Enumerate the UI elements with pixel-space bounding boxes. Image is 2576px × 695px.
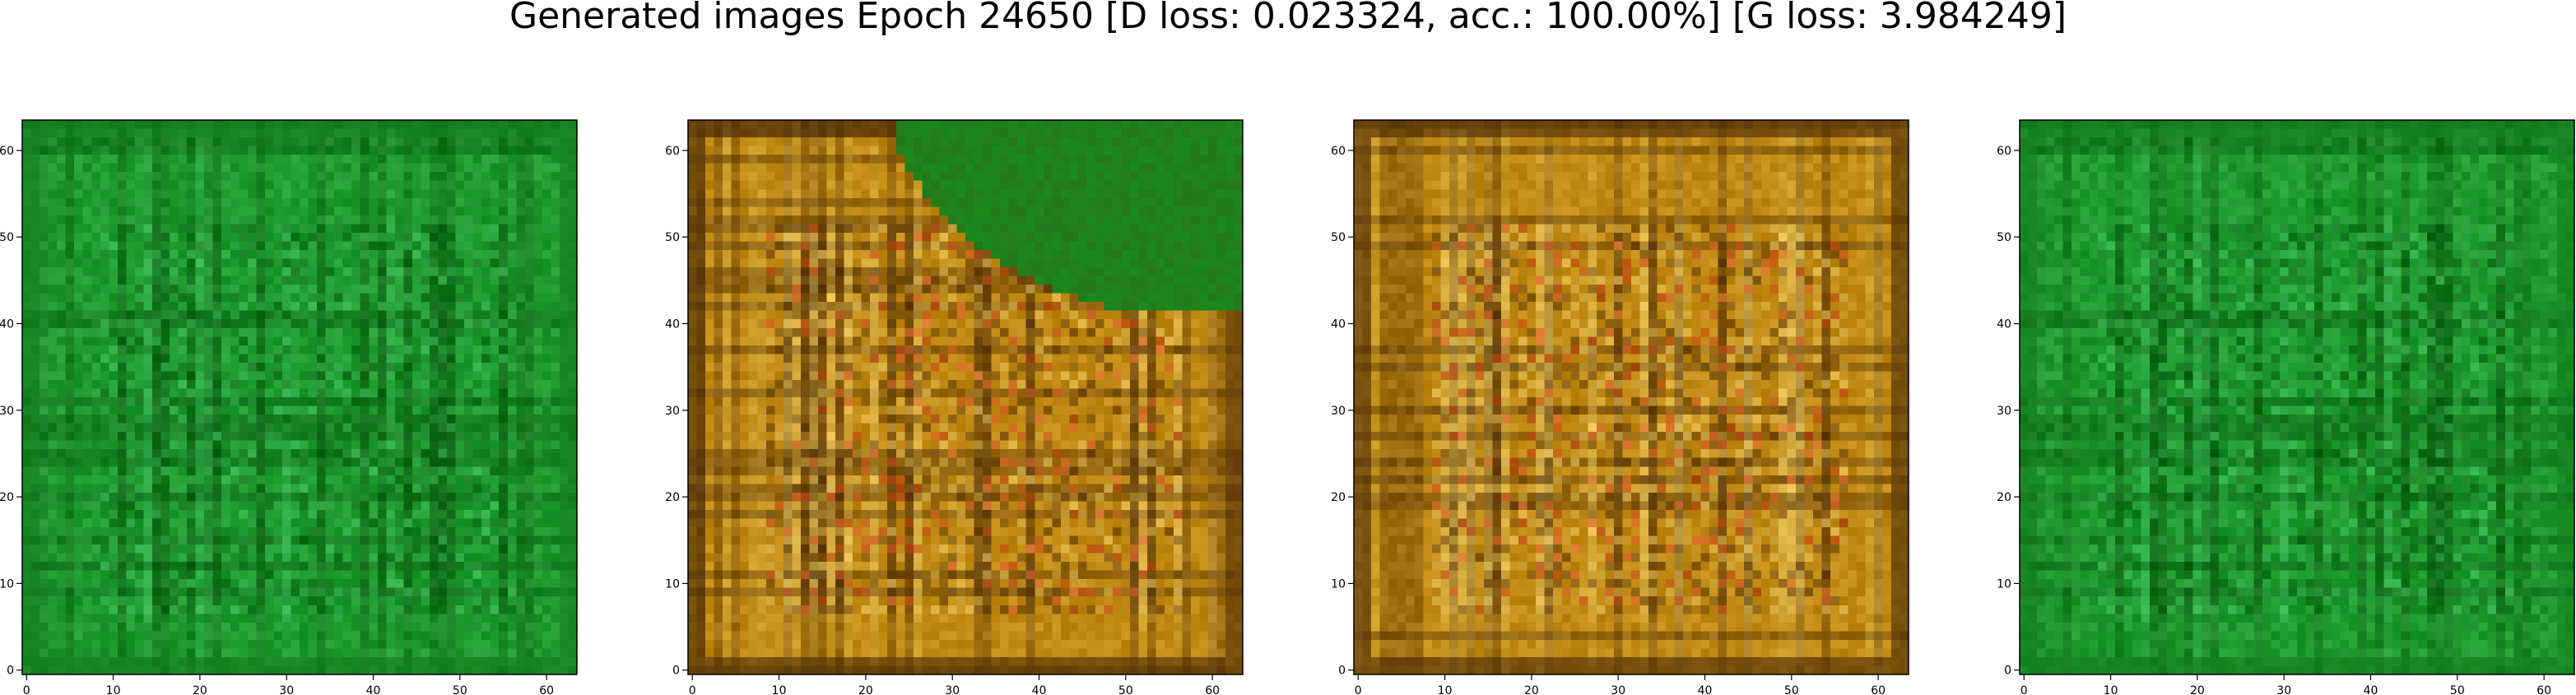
subplot-1: 0 10 20 30 40 50 60 0 10 20 30 40 50 60 (0, 119, 578, 695)
x-tick-label: 50 (2450, 684, 2465, 695)
x-tick-label: 20 (858, 684, 873, 695)
x-tick-label: 0 (689, 684, 696, 695)
y-tick-label: 0 (672, 665, 680, 678)
y-tick-label: 60 (1331, 145, 1346, 158)
y-tick-label: 50 (1331, 231, 1346, 244)
x-tick-label: 40 (1698, 684, 1713, 695)
y-tick-label: 0 (7, 665, 14, 678)
x-tick-label: 10 (1438, 684, 1453, 695)
axes-frame (21, 119, 578, 675)
y-tick-label: 0 (1338, 665, 1346, 678)
subplot-2: 0 10 20 30 40 50 60 0 10 20 30 40 50 60 (665, 119, 1244, 695)
generated-image-4 (2020, 120, 2574, 674)
x-tick-label: 10 (2104, 684, 2118, 695)
x-tick-label: 50 (1118, 684, 1133, 695)
x-tick-label: 20 (2190, 684, 2205, 695)
subplot-4: 0 10 20 30 40 50 60 0 10 20 30 40 50 60 (1997, 119, 2575, 695)
generated-image-1 (22, 120, 577, 674)
y-tick-label: 30 (665, 405, 680, 418)
x-tick-label: 60 (2536, 684, 2551, 695)
y-tick-label: 60 (665, 145, 680, 158)
y-tick-label: 10 (665, 577, 680, 591)
axes-frame (2019, 119, 2575, 675)
x-tick-label: 60 (1205, 684, 1220, 695)
x-tick-label: 20 (193, 684, 207, 695)
x-tick-label: 30 (945, 684, 960, 695)
x-tick-label: 0 (2020, 684, 2028, 695)
x-tick-label: 30 (1611, 684, 1625, 695)
y-tick-label: 30 (0, 405, 14, 418)
y-tick-label: 0 (2004, 665, 2011, 678)
y-tick-label: 10 (1997, 577, 2011, 591)
x-tick-label: 40 (366, 684, 381, 695)
generated-image-2 (688, 120, 1243, 674)
y-tick-label: 50 (0, 231, 14, 244)
generated-image-3 (1354, 120, 1909, 674)
y-tick-label: 10 (1331, 577, 1346, 591)
x-tick-label: 30 (2276, 684, 2291, 695)
x-tick-label: 60 (539, 684, 554, 695)
figure-title: Generated images Epoch 24650 [D loss: 0.… (509, 0, 2067, 37)
y-tick-label: 20 (1997, 491, 2011, 504)
y-tick-label: 40 (1997, 317, 2011, 331)
x-tick-label: 0 (23, 684, 30, 695)
x-tick-label: 60 (1871, 684, 1886, 695)
y-tick-label: 30 (1331, 405, 1346, 418)
y-tick-label: 40 (0, 317, 14, 331)
y-tick-label: 10 (0, 577, 14, 591)
y-tick-label: 40 (1331, 317, 1346, 331)
axes-frame (1353, 119, 1909, 675)
x-tick-label: 50 (453, 684, 467, 695)
y-tick-label: 30 (1997, 405, 2011, 418)
y-tick-label: 20 (665, 491, 680, 504)
x-tick-label: 20 (1524, 684, 1539, 695)
y-tick-label: 60 (0, 145, 14, 158)
x-tick-label: 30 (279, 684, 294, 695)
x-tick-label: 40 (1032, 684, 1047, 695)
y-tick-label: 50 (665, 231, 680, 244)
x-tick-label: 50 (1784, 684, 1799, 695)
y-tick-label: 60 (1997, 145, 2011, 158)
x-tick-label: 40 (2364, 684, 2378, 695)
x-tick-label: 10 (772, 684, 787, 695)
y-tick-label: 20 (1331, 491, 1346, 504)
x-tick-label: 10 (106, 684, 121, 695)
axes-frame (687, 119, 1244, 675)
y-tick-label: 20 (0, 491, 14, 504)
y-tick-label: 50 (1997, 231, 2011, 244)
x-tick-label: 0 (1355, 684, 1362, 695)
subplot-3: 0 10 20 30 40 50 60 0 10 20 30 40 50 60 (1331, 119, 1909, 695)
y-tick-label: 40 (665, 317, 680, 331)
